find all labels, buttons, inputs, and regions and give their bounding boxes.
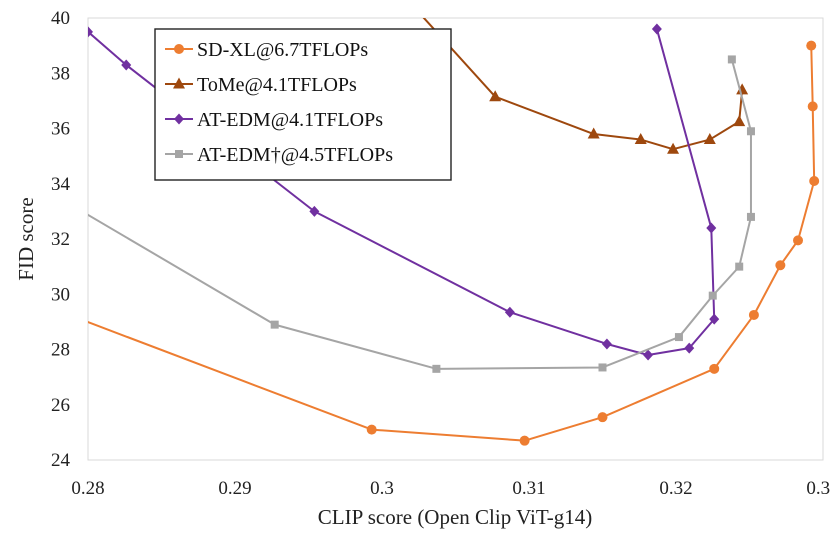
legend-label: ToMe@4.1TFLOPs — [197, 74, 357, 96]
data-point — [598, 363, 607, 372]
legend-label: SD-XL@6.7TFLOPs — [197, 39, 368, 61]
legend-label: AT-EDM†@4.5TFLOPs — [197, 144, 393, 166]
data-point — [432, 364, 441, 373]
data-point — [643, 349, 654, 361]
data-point — [634, 133, 647, 145]
data-point — [703, 133, 716, 145]
y-tick-label: 32 — [51, 229, 70, 250]
legend-entry: ToMe@4.1TFLOPs — [165, 74, 357, 96]
y-tick-label: 38 — [51, 63, 70, 84]
data-point — [746, 212, 755, 221]
x-tick-label: 0.29 — [218, 478, 251, 499]
data-point — [736, 83, 749, 95]
data-point — [746, 127, 755, 136]
data-point — [793, 235, 804, 246]
x-tick-label: 0.3 — [370, 478, 394, 499]
ticks-layer: 0.28 0.29 0.3 0.31 0.32 0.33 24 26 28 30 32 34 36 38 4… — [51, 8, 830, 499]
data-point — [706, 222, 717, 234]
data-point — [709, 313, 720, 325]
data-point — [708, 291, 717, 300]
y-tick-label: 26 — [51, 395, 70, 416]
legend-entry: SD-XL@6.7TFLOPs — [165, 39, 368, 61]
data-point — [684, 342, 695, 354]
x-tick-label: 0.33 — [806, 478, 830, 499]
series-4 — [88, 55, 755, 373]
data-point — [121, 59, 132, 71]
y-axis-title: FID score — [14, 197, 38, 280]
data-point — [709, 363, 720, 374]
legend-items: SD-XL@6.7TFLOPs ToMe@4.1TFLOPs AT-EDM@4.1T… — [165, 39, 393, 166]
legend-swatch-marker — [173, 77, 185, 89]
data-point — [775, 260, 786, 271]
y-tick-label: 30 — [51, 284, 70, 305]
legend-swatch-marker — [174, 44, 184, 54]
legend-entry: AT-EDM†@4.5TFLOPs — [165, 144, 393, 166]
y-tick-label: 40 — [51, 8, 70, 29]
data-point — [651, 23, 662, 35]
data-point — [806, 40, 817, 51]
data-point — [674, 333, 683, 342]
data-point — [727, 55, 736, 64]
data-point — [366, 424, 377, 435]
legend-swatch-marker — [175, 150, 183, 158]
data-point — [733, 115, 746, 127]
data-point — [809, 175, 820, 186]
data-point — [587, 127, 600, 139]
data-point — [504, 306, 515, 318]
legend-entry: AT-EDM@4.1TFLOPs — [165, 109, 383, 131]
series-1 — [88, 40, 820, 446]
x-tick-label: 0.31 — [512, 478, 545, 499]
data-point — [601, 338, 612, 350]
data-point — [597, 412, 608, 423]
data-point — [519, 435, 530, 446]
data-point — [807, 101, 818, 112]
y-tick-label: 34 — [51, 174, 71, 195]
y-tick-label: 24 — [51, 450, 71, 471]
data-point — [270, 320, 279, 329]
y-tick-label: 28 — [51, 340, 70, 361]
series-2 — [422, 18, 749, 154]
series-line — [88, 59, 752, 370]
legend-swatch-marker — [174, 113, 184, 125]
x-axis-title: CLIP score (Open Clip ViT-g14) — [318, 505, 592, 529]
data-point — [489, 90, 502, 102]
data-point — [735, 262, 744, 271]
legend-box — [154, 28, 452, 181]
legend-label: AT-EDM@4.1TFLOPs — [197, 109, 383, 131]
y-tick-label: 36 — [51, 119, 70, 140]
data-point — [748, 309, 759, 320]
x-tick-label: 0.28 — [71, 478, 104, 499]
data-point — [309, 205, 320, 217]
data-point — [88, 26, 93, 38]
x-tick-label: 0.32 — [659, 478, 692, 499]
data-point — [667, 142, 680, 154]
legend: SD-XL@6.7TFLOPs ToMe@4.1TFLOPs AT-EDM@4.1T… — [154, 28, 452, 181]
